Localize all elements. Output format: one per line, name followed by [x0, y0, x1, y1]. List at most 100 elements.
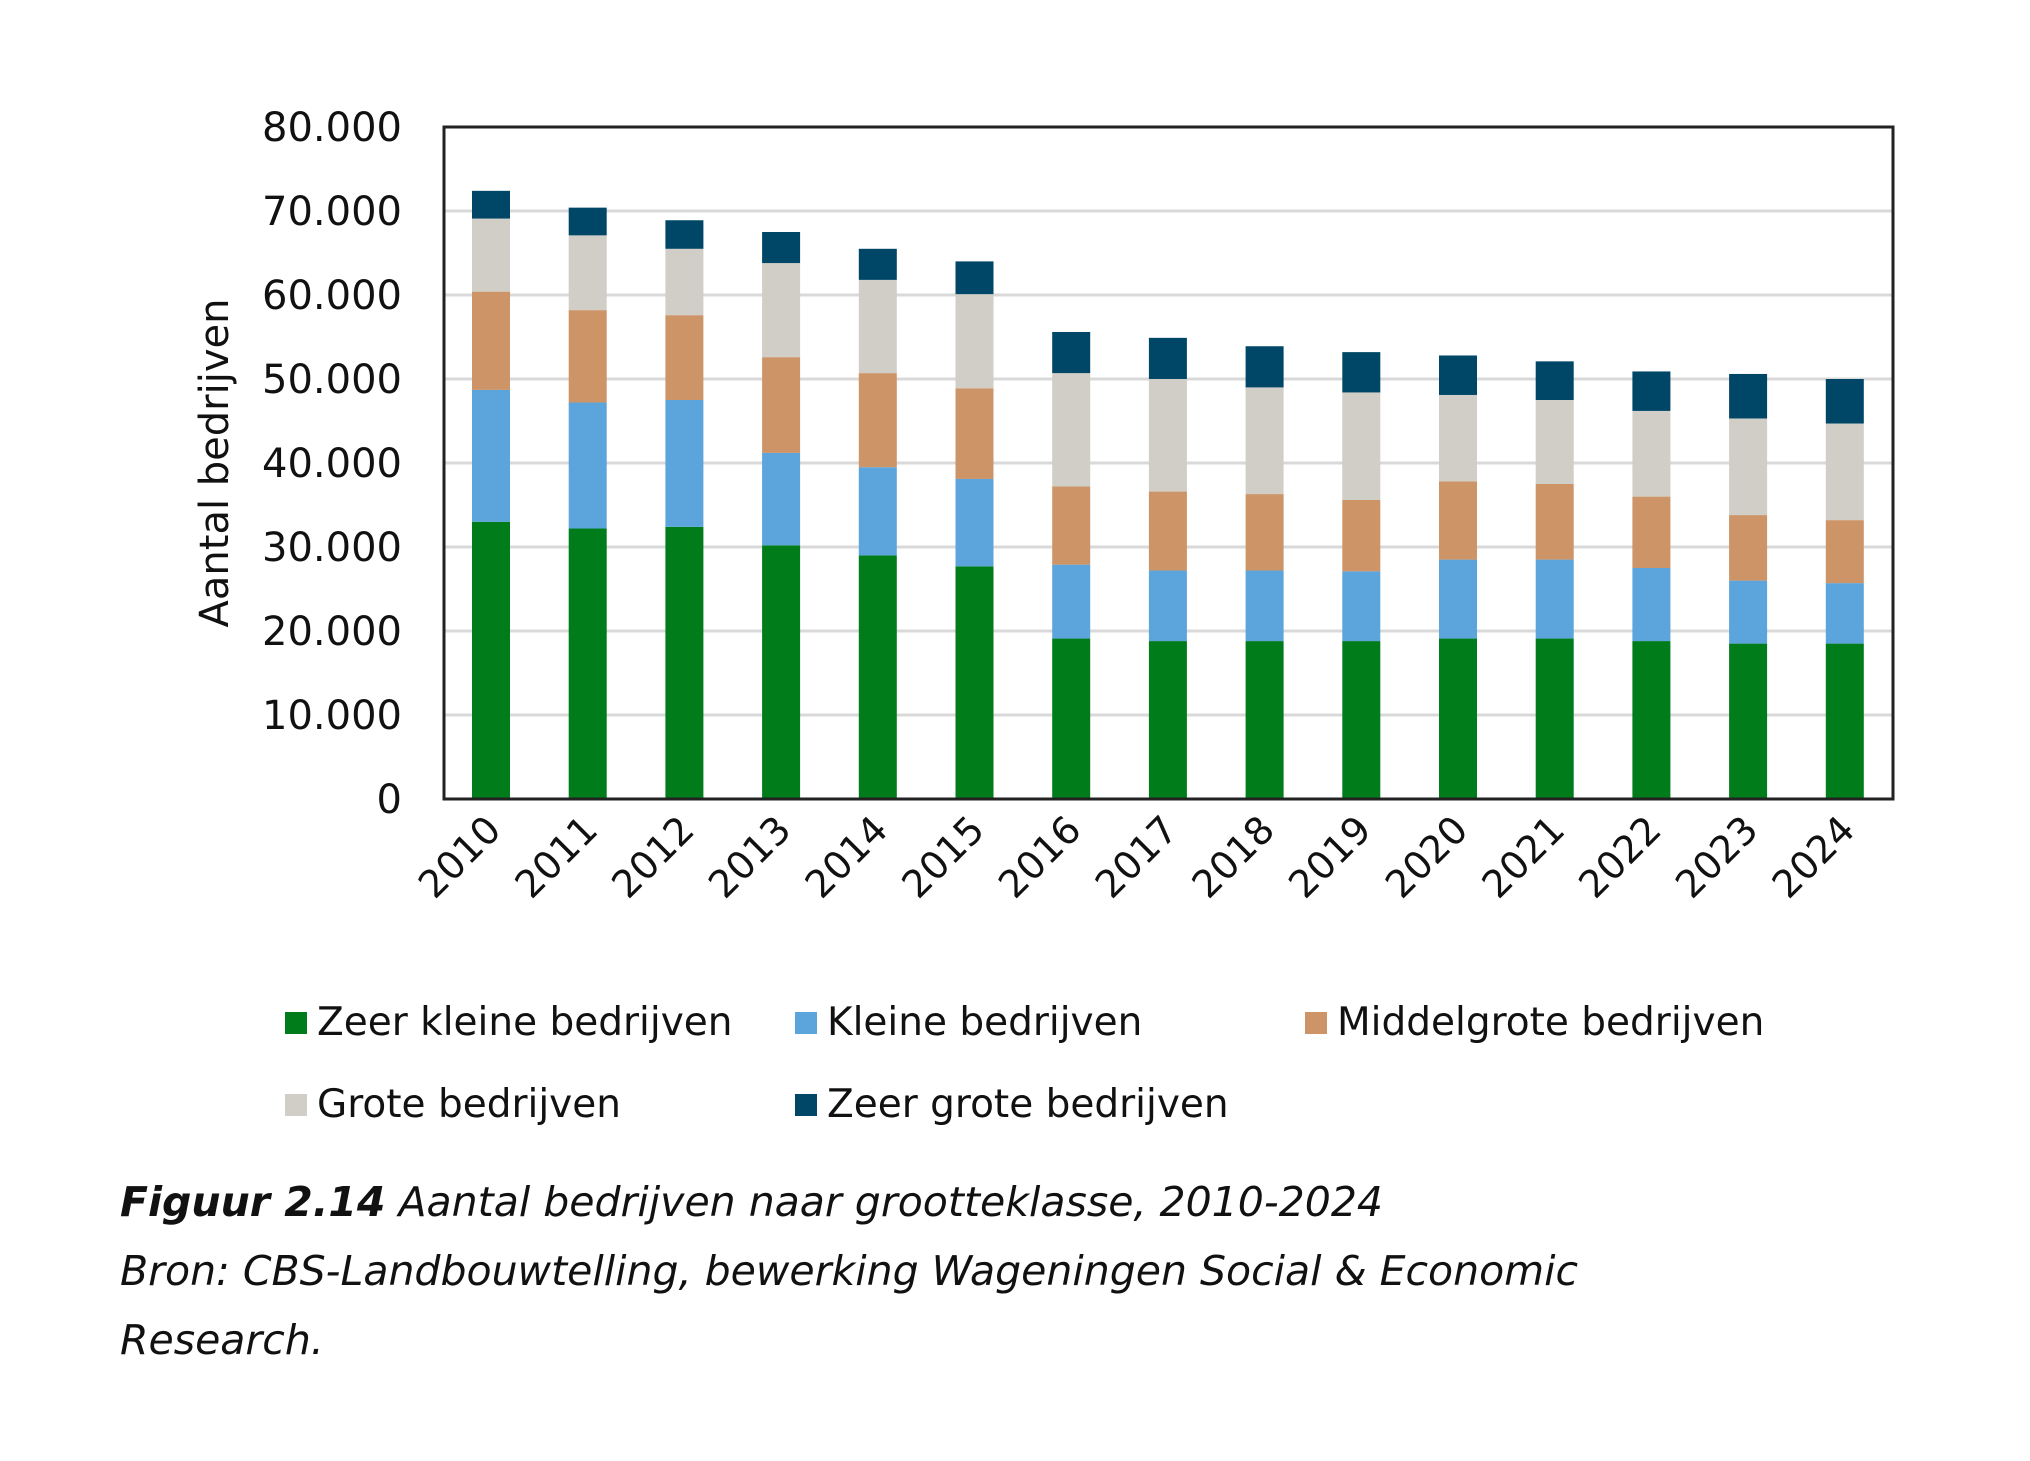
x-tick-label: 2023 — [1667, 807, 1767, 907]
x-tick-labels: 2010201120122013201420152016201720182019… — [410, 807, 1863, 907]
bar-segment-2016 — [1052, 331, 1091, 374]
legend-item: Middelgrote bedrijven — [1305, 1000, 1764, 1045]
bar-segment-2022 — [1632, 410, 1671, 497]
bar-segment-2020 — [1439, 481, 1477, 560]
bar-segment-2015 — [955, 294, 994, 389]
x-tick-label: 2016 — [990, 807, 1090, 907]
bar-segment-2015 — [955, 388, 994, 479]
bar-segment-2022 — [1632, 496, 1671, 568]
y-tick-label: 60.000 — [262, 273, 402, 319]
stacked-bar-chart: 0 10.000 20.000 30.000 40.000 50.000 60.000 70.… — [192, 105, 1895, 907]
bar-segment-2021 — [1535, 559, 1574, 639]
bar-segment-2011 — [568, 528, 607, 799]
bar-segment-2014 — [858, 373, 897, 468]
x-tick-label: 2018 — [1183, 807, 1283, 907]
bar-segment-2016 — [1052, 486, 1091, 565]
bar-segment-2024 — [1825, 643, 1864, 799]
bar-segment-2013 — [762, 452, 801, 546]
x-tick-label: 2024 — [1764, 807, 1864, 907]
x-tick-label: 2020 — [1377, 807, 1477, 907]
bar-segment-2012 — [665, 526, 704, 799]
bar-segment-2020 — [1439, 355, 1477, 395]
bar-segment-2018 — [1245, 387, 1284, 495]
legend-swatch — [795, 1011, 817, 1034]
legend-item: Grote bedrijven — [285, 1082, 621, 1127]
x-tick-label: 2015 — [893, 807, 993, 907]
bar-segment-2022 — [1632, 641, 1671, 799]
bar-segment-2021 — [1535, 400, 1574, 484]
legend-label: Zeer grote bedrijven — [827, 1082, 1229, 1127]
bar-segment-2019 — [1342, 392, 1381, 500]
bar-segment-2017 — [1148, 570, 1187, 642]
y-tick-label: 0 — [377, 777, 402, 823]
legend-item: Zeer kleine bedrijven — [285, 1000, 733, 1045]
bar-segment-2011 — [568, 402, 607, 529]
bar-segment-2024 — [1825, 423, 1864, 521]
bar-segment-2018 — [1245, 641, 1284, 799]
bar-segment-2010 — [472, 389, 510, 522]
x-tick-label: 2012 — [603, 807, 703, 907]
bar-segment-2014 — [858, 248, 897, 280]
bar-segment-2024 — [1825, 583, 1864, 644]
bar-segment-2010 — [472, 190, 510, 219]
figure-caption: Figuur 2.14 Aantal bedrijven naar groott… — [120, 1178, 1383, 1226]
bar-segment-2014 — [858, 555, 897, 799]
bar-segment-2015 — [955, 261, 994, 295]
x-tick-label: 2014 — [797, 807, 897, 907]
bar-segment-2019 — [1342, 571, 1381, 642]
bar-segment-2022 — [1632, 568, 1671, 642]
y-tick-label: 40.000 — [262, 441, 402, 487]
x-tick-label: 2017 — [1087, 807, 1187, 907]
bar-segment-2017 — [1148, 641, 1187, 799]
legend-label: Zeer kleine bedrijven — [317, 1000, 733, 1045]
bar-segment-2013 — [762, 357, 801, 453]
bar-segment-2011 — [568, 235, 607, 311]
source-line-2: Research. — [120, 1316, 324, 1364]
bar-segment-2012 — [665, 400, 704, 527]
bar-segment-2010 — [472, 291, 510, 390]
bar-segment-2018 — [1245, 570, 1284, 642]
bar-segment-2019 — [1342, 352, 1381, 393]
bar-segment-2016 — [1052, 638, 1091, 799]
bar-segment-2012 — [665, 315, 704, 400]
bar-segment-2021 — [1535, 361, 1574, 400]
y-tick-label: 80.000 — [262, 105, 402, 151]
legend-swatch — [1305, 1011, 1327, 1034]
bar-segment-2010 — [472, 218, 510, 292]
y-tick-label: 20.000 — [262, 609, 402, 655]
y-tick-label: 70.000 — [262, 189, 402, 235]
bar-segment-2020 — [1439, 638, 1477, 799]
x-tick-label: 2010 — [410, 807, 510, 907]
y-tick-label: 30.000 — [262, 525, 402, 571]
bar-segment-2017 — [1148, 491, 1187, 571]
bar-segment-2024 — [1825, 379, 1864, 424]
x-tick-label: 2022 — [1570, 807, 1670, 907]
y-axis-title: Aantal bedrijven — [192, 299, 238, 628]
y-tick-labels: 0 10.000 20.000 30.000 40.000 50.000 60.000 70.… — [262, 105, 402, 823]
bar-segment-2024 — [1825, 520, 1864, 584]
legend-swatch — [285, 1093, 307, 1116]
bar-segment-2011 — [568, 310, 607, 403]
bar-segment-2017 — [1148, 337, 1187, 379]
legend-swatch — [285, 1011, 307, 1034]
bar-segment-2012 — [665, 248, 704, 316]
bar-segment-2018 — [1245, 346, 1284, 388]
y-tick-label: 10.000 — [262, 693, 402, 739]
plot-frame — [442, 125, 1895, 801]
x-tick-label: 2021 — [1474, 807, 1574, 907]
bar-segment-2023 — [1729, 373, 1768, 419]
bar-segment-2023 — [1729, 515, 1768, 581]
bar-segment-2014 — [858, 467, 897, 556]
bar-segment-2018 — [1245, 494, 1284, 571]
bar-segment-2020 — [1439, 559, 1477, 639]
bar-segment-2020 — [1439, 394, 1477, 482]
bar-segment-2019 — [1342, 641, 1381, 799]
bar-segment-2013 — [762, 232, 801, 264]
bar-segment-2015 — [955, 566, 994, 799]
x-tick-label: 2013 — [700, 807, 800, 907]
bar-segment-2023 — [1729, 418, 1768, 516]
legend-item: Zeer grote bedrijven — [795, 1082, 1229, 1127]
legend-label: Middelgrote bedrijven — [1337, 1000, 1765, 1045]
bars — [472, 190, 1864, 799]
bar-segment-2016 — [1052, 564, 1091, 639]
